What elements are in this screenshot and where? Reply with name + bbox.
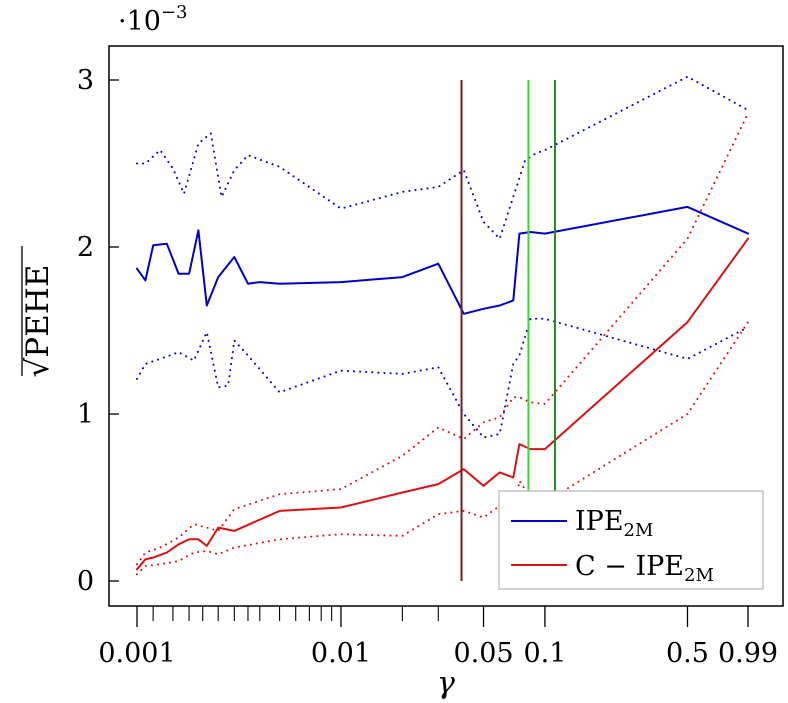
y-axis-label-radical: √ [20, 357, 56, 377]
legend: IPE2M C − IPE2M [498, 490, 764, 590]
x-axis-label: γ [437, 666, 455, 701]
y-tick-label-0: 0 [77, 566, 94, 597]
series-line-ipe-2m-upper [136, 75, 749, 240]
y-tick-label-2: 2 [77, 232, 94, 263]
x-tick-label-5: 0.99 [718, 638, 778, 669]
y-multiplier-base: ·10 [118, 6, 161, 37]
legend-box [498, 490, 764, 590]
y-axis-label-text: √PEHE [20, 265, 56, 378]
series-line-c-ipe-2m [136, 237, 749, 571]
legend-label-ipe-main: IPE [575, 506, 624, 537]
x-tick-label-2: 0.05 [453, 638, 513, 669]
x-tick-label-0: 0.001 [98, 638, 175, 669]
plot-frame [108, 45, 784, 607]
y-tick-label-1: 1 [77, 399, 94, 430]
x-tick-label-4: 0.5 [666, 638, 709, 669]
legend-label-c-ipe: C − IPE2M [575, 551, 714, 586]
x-axis: 0.001 0.01 0.05 0.1 0.5 0.99 [98, 606, 778, 669]
legend-label-c-ipe-sub: 2M [684, 565, 714, 586]
y-axis-label-main: PEHE [20, 265, 56, 358]
x-tick-label-1: 0.01 [311, 638, 371, 669]
y-axis-label: √PEHE [20, 246, 56, 377]
series-line-c-ipe-2m-upper [136, 112, 749, 566]
legend-label-c-ipe-main: C − IPE [575, 551, 684, 582]
legend-label-ipe: IPE2M [575, 506, 653, 541]
series-line-ipe-2m-lower [136, 317, 749, 439]
legend-label-ipe-sub: 2M [624, 520, 654, 541]
x-tick-label-3: 0.1 [523, 638, 566, 669]
y-axis: 0 1 2 3 [77, 65, 119, 597]
series-line-ipe-2m [136, 205, 749, 315]
y-multiplier-label: ·10−3 [118, 2, 188, 37]
y-multiplier-exponent: −3 [161, 2, 188, 23]
y-tick-label-3: 3 [77, 65, 94, 96]
